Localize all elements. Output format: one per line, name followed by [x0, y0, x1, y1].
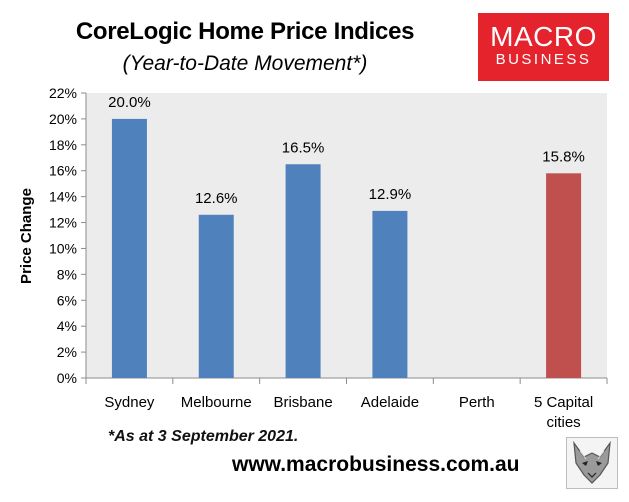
y-tick-label: 20%: [49, 111, 77, 127]
bar: [372, 210, 408, 378]
y-tick-label: 0%: [57, 370, 77, 386]
x-tick-label: Sydney: [104, 394, 155, 411]
y-axis-title: Price Change: [18, 188, 35, 284]
x-tick-label: 5 Capital: [534, 394, 593, 411]
data-label: 16.5%: [282, 139, 325, 156]
logo-line-2: BUSINESS: [495, 51, 592, 68]
bar-chart: 0% 2% 4% 6% 8% 10% 12% 14% 16% 18% 20% 22% 20.0% 12.…: [18, 85, 608, 430]
bar: [546, 173, 582, 378]
y-tick-label: 16%: [49, 163, 77, 179]
y-tick-label: 8%: [57, 266, 77, 282]
wolf-head-icon: [566, 437, 618, 489]
footnote: *As at 3 September 2021.: [108, 428, 299, 445]
chart-title: CoreLogic Home Price Indices: [75, 18, 415, 45]
y-tick-label: 18%: [49, 137, 77, 153]
bar: [111, 118, 147, 378]
y-tick-label: 22%: [49, 85, 77, 101]
data-label: 15.8%: [542, 148, 585, 165]
y-tick-label: 14%: [49, 189, 77, 205]
y-tick-label: 2%: [57, 344, 77, 360]
x-tick-label: Perth: [459, 394, 495, 411]
x-tick-label: Melbourne: [181, 394, 252, 411]
x-tick-label: Brisbane: [273, 394, 332, 411]
website-url[interactable]: www.macrobusiness.com.au: [232, 453, 520, 476]
data-label: 20.0%: [108, 94, 151, 111]
macro-business-logo: MACRO BUSINESS: [478, 13, 609, 81]
chart-subtitle: (Year-to-Date Movement*): [122, 52, 368, 75]
logo-line-1: MACRO: [490, 21, 597, 52]
x-tick-label: cities: [546, 414, 580, 430]
data-label: 12.6%: [195, 190, 238, 207]
y-tick-label: 12%: [49, 215, 77, 231]
y-tick-label: 6%: [57, 292, 77, 308]
data-label: 12.9%: [369, 186, 412, 203]
y-tick-label: 10%: [49, 240, 77, 256]
x-tick-label: Adelaide: [361, 394, 419, 411]
y-tick-label: 4%: [57, 318, 77, 334]
bar: [285, 164, 321, 378]
bar: [198, 214, 234, 378]
plot-area: [86, 93, 607, 378]
